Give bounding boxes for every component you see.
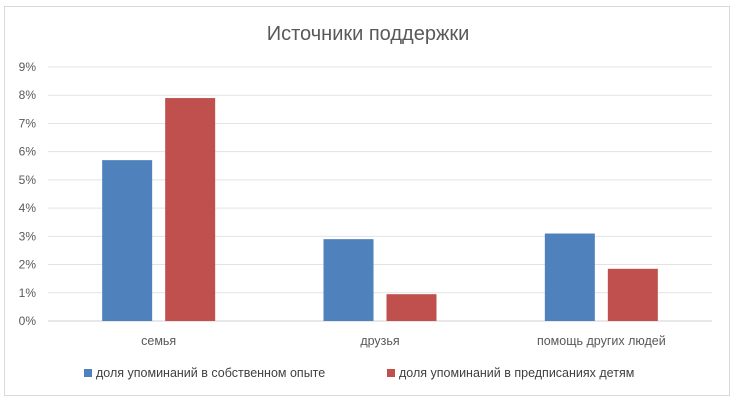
y-tick-label: 4% — [19, 201, 37, 215]
bar — [323, 239, 374, 321]
gridlines — [48, 66, 712, 322]
category-label: помощь других людей — [537, 334, 666, 348]
bar — [544, 233, 595, 321]
y-tick-label: 6% — [19, 145, 37, 159]
category-label: друзья — [360, 334, 399, 348]
y-tick-label: 2% — [19, 258, 37, 272]
bar — [386, 294, 437, 321]
legend-swatch — [387, 369, 395, 377]
bars — [102, 98, 658, 322]
x-axis-categories: семья друзья помощь других людей — [141, 334, 666, 348]
bar — [165, 98, 216, 322]
y-tick-label: 1% — [19, 286, 37, 300]
legend-label: доля упоминаний в собственном опыте — [96, 366, 325, 380]
y-axis-ticks: 0% 1% 2% 3% 4% 5% 6% 7% 8% 9% — [19, 60, 37, 328]
y-tick-label: 7% — [19, 116, 37, 130]
legend-label: доля упоминаний в предписаниях детям — [399, 366, 634, 380]
y-tick-label: 8% — [19, 88, 37, 102]
y-tick-label: 5% — [19, 173, 37, 187]
category-label: семья — [141, 334, 176, 348]
legend: доля упоминаний в собственном опыте доля … — [84, 366, 634, 380]
bar — [607, 268, 658, 321]
y-tick-label: 3% — [19, 229, 37, 243]
legend-swatch — [84, 369, 92, 377]
chart-title: Источники поддержки — [267, 23, 470, 45]
bar — [102, 160, 153, 321]
y-tick-label: 9% — [19, 60, 37, 74]
y-tick-label: 0% — [19, 314, 37, 328]
